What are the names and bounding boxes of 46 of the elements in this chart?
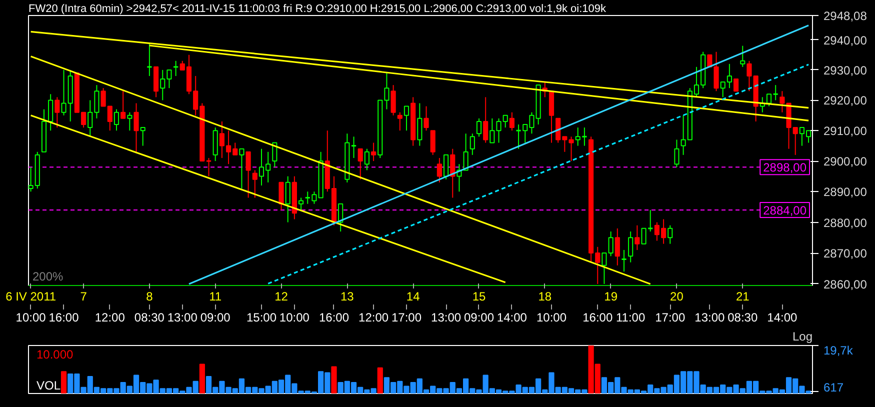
x-tick-label: 17:00 <box>655 310 686 324</box>
x-tick-label: 18 <box>538 290 552 304</box>
chart-title: FW20 (Intra 60min) >2942,57< 2011-IV-15 11:00:03 fri R:9 O:2910,00 H:2915,00 L:2906,00 C:2913,00 vol:1,9k oi:109k <box>28 3 606 15</box>
x-tick-label: 19 <box>604 290 618 304</box>
ref-line-label: 2898,00 <box>763 160 807 175</box>
x-tick-label: 13 <box>340 290 354 304</box>
x-tick-label: 16:00 <box>48 310 80 324</box>
ref-line-label: 2884,00 <box>763 203 807 218</box>
y-tick-label: 2880,00 <box>824 216 868 230</box>
y-tick-label: 2948,08 <box>824 9 868 23</box>
y-tick-label: 2940,00 <box>824 33 868 48</box>
text: Log <box>792 330 813 344</box>
annotation: 10.000 <box>36 348 74 362</box>
x-tick-label: 13:00 <box>694 310 726 324</box>
x-tick-label: 14:00 <box>767 310 798 324</box>
y-axis-title: VOL <box>36 378 61 392</box>
y-tick-label: 2920,00 <box>824 94 868 108</box>
x-tick-label: 14:00 <box>496 310 528 324</box>
x-tick-label: 10:00 <box>279 310 310 324</box>
x-tick-label: 20 <box>670 290 684 304</box>
x-tick-label: 7 <box>80 290 88 304</box>
x-tick-label: 13:00 <box>431 310 462 324</box>
x-tick-label: 16:00 <box>318 310 350 324</box>
category-label: 15 09:00 <box>464 290 494 324</box>
category-label: 21 08:30 <box>728 290 758 324</box>
y-tick-label: 2890,00 <box>824 185 868 200</box>
y-tick-label: 617 <box>824 380 844 394</box>
category-label: 11 09:00 <box>200 290 230 324</box>
x-tick-label: 12 <box>274 290 288 304</box>
x-tick-label: 12:00 <box>358 310 389 324</box>
x-tick-label: 14 <box>406 290 420 304</box>
y-tick-label: 2860,00 <box>824 277 868 292</box>
y-tick-label: 19,7k <box>824 344 854 358</box>
category-label: 8 08:30 <box>134 290 164 324</box>
x-tick-label: 15:00 <box>246 310 277 324</box>
annotation: 200% <box>32 270 64 284</box>
y-tick-label: 2910,00 <box>824 124 868 138</box>
x-tick-label: 17:00 <box>391 310 422 324</box>
x-tick-label: 12:00 <box>94 310 126 324</box>
x-tick-label: 16:00 <box>582 310 613 324</box>
x-tick-label: 11:00 <box>616 310 646 324</box>
y-tick-label: 2930,00 <box>824 63 868 78</box>
y-tick-label: 2870,00 <box>824 246 868 261</box>
y-tick-label: 2900,00 <box>824 154 868 169</box>
x-tick-label: 10:00 <box>536 310 567 324</box>
x-tick-label: 13:00 <box>167 310 198 324</box>
